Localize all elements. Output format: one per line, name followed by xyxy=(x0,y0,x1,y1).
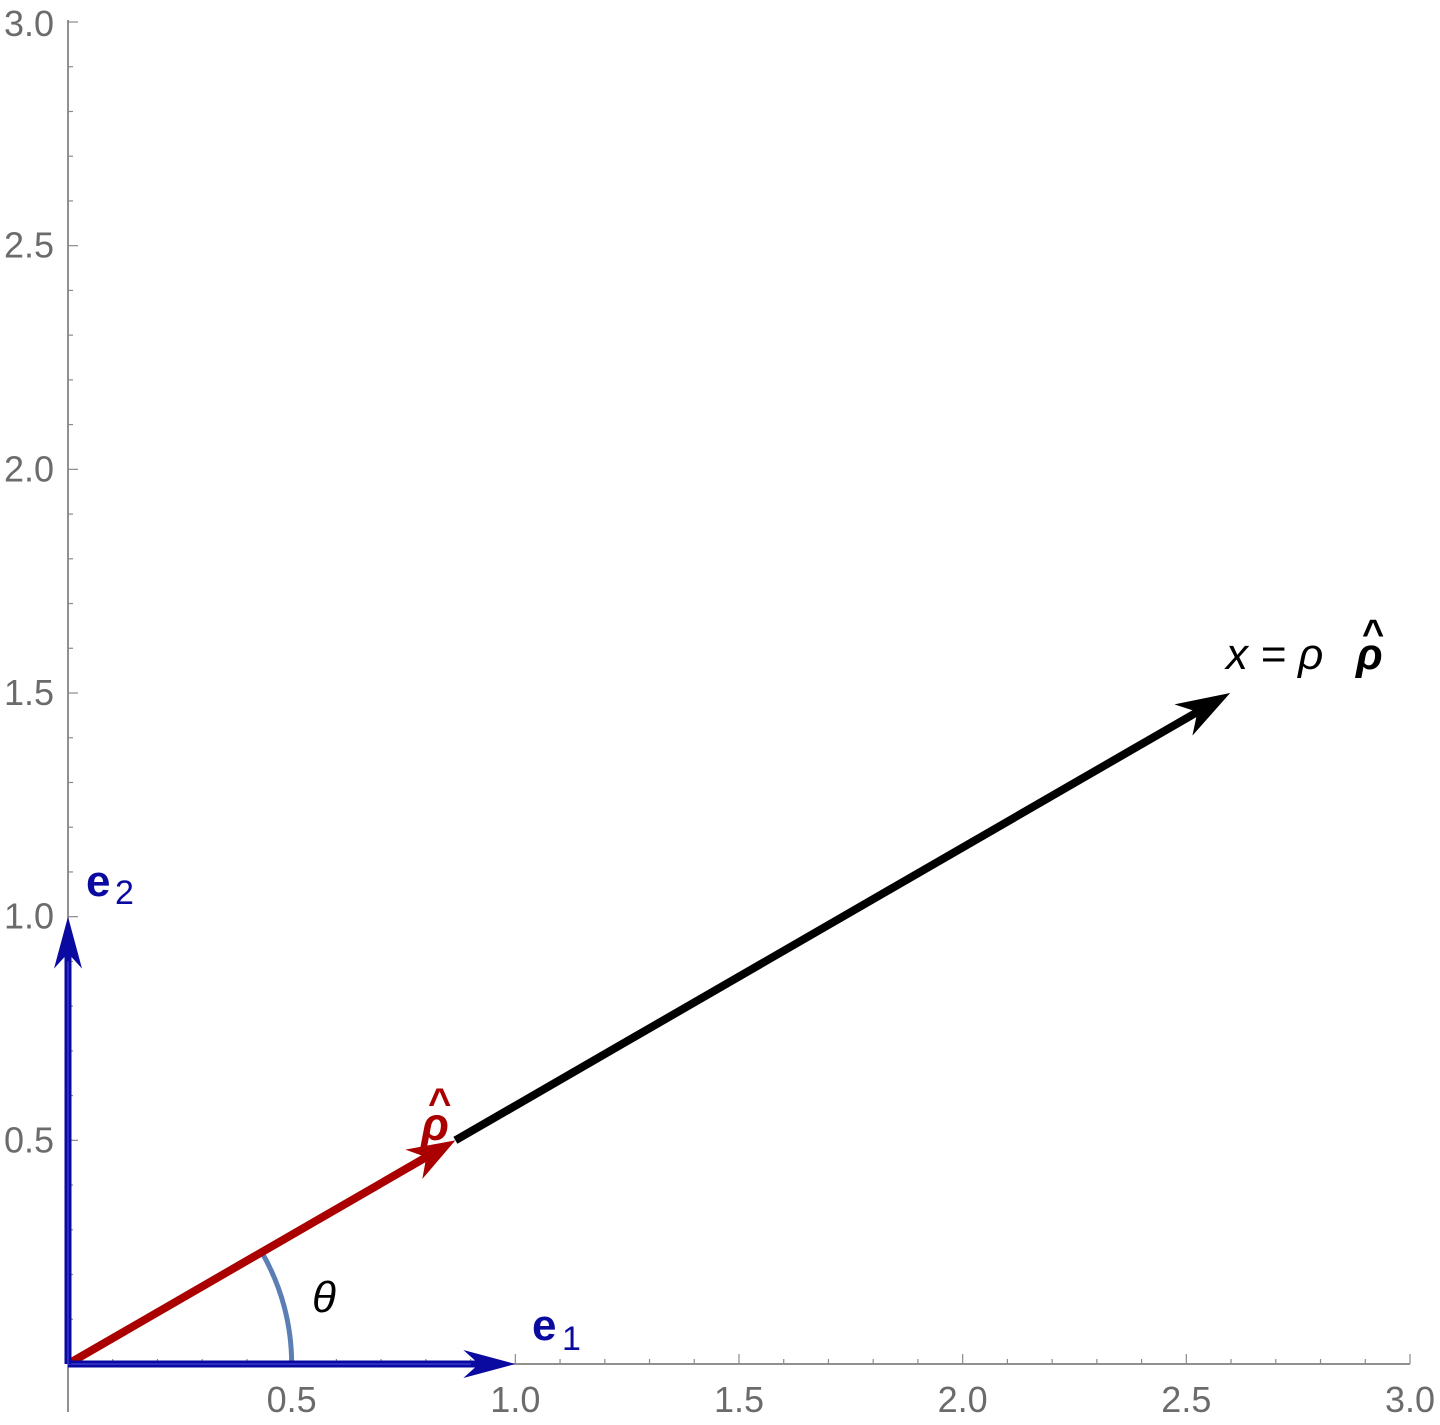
x-tick-label: 2.5 xyxy=(1161,1379,1211,1420)
e1-label: e 1 xyxy=(532,1301,581,1358)
x-shaft xyxy=(453,708,1200,1144)
svg-text:1: 1 xyxy=(562,1320,581,1358)
rho_hat-arrowhead xyxy=(405,1140,456,1180)
y-tick-label: 0.5 xyxy=(4,1119,54,1160)
rho-hat-label: ρ ^ xyxy=(419,1081,451,1150)
x-tick-label: 1.0 xyxy=(490,1379,540,1420)
svg-text:e: e xyxy=(86,857,110,906)
x-tick-label: 3.0 xyxy=(1385,1379,1435,1420)
svg-text:^: ^ xyxy=(1362,613,1384,655)
theta-label: θ xyxy=(312,1273,336,1322)
svg-text:e: e xyxy=(532,1301,556,1350)
y-tick-label: 1.5 xyxy=(4,672,54,713)
svg-text:ρ: ρ xyxy=(1354,630,1383,679)
x-arrowhead xyxy=(1174,693,1231,736)
e1-arrowhead xyxy=(463,1350,516,1378)
y-tick-label: 1.0 xyxy=(4,896,54,937)
rho_hat-shaft xyxy=(65,1153,429,1368)
svg-text:x = ρ: x = ρ xyxy=(1224,630,1323,679)
e2-arrowhead xyxy=(54,916,82,969)
y-ticks xyxy=(68,21,78,1320)
x-vector-label: x = ρ ρ ^ xyxy=(1224,613,1384,679)
e2-vector xyxy=(54,916,82,1364)
svg-text:ρ: ρ xyxy=(419,1098,449,1150)
theta-arc xyxy=(259,1250,295,1365)
y-tick-label: 3.0 xyxy=(4,3,54,44)
y-tick-labels: 0.5 1.0 1.5 2.0 2.5 3.0 xyxy=(4,3,54,1160)
e2-label: e 2 xyxy=(86,857,134,912)
x-tick-label: 2.0 xyxy=(938,1379,988,1420)
x-tick-labels: 0.5 1.0 1.5 2.0 2.5 3.0 xyxy=(267,1379,1435,1420)
svg-text:2: 2 xyxy=(115,874,134,912)
y-tick-label: 2.0 xyxy=(4,448,54,489)
y-tick-label: 2.5 xyxy=(4,225,54,266)
e1-vector xyxy=(68,1350,516,1378)
x-tick-label: 0.5 xyxy=(267,1379,317,1420)
x-vector xyxy=(453,693,1231,1144)
x-tick-label: 1.5 xyxy=(714,1379,764,1420)
svg-text:^: ^ xyxy=(428,1081,451,1125)
rho-hat-vector xyxy=(65,1140,456,1368)
